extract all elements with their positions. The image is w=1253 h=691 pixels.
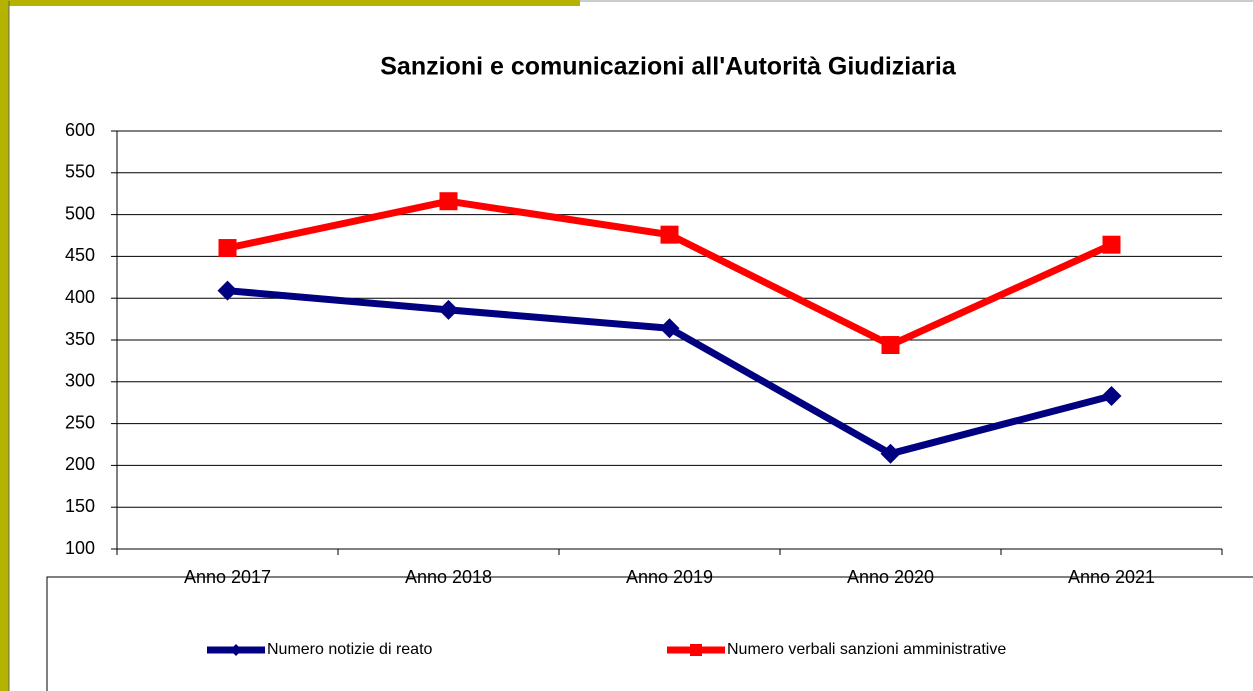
marker <box>880 443 901 464</box>
legend-box <box>46 576 1253 691</box>
marker <box>659 318 680 339</box>
marker <box>660 225 679 244</box>
y-tick-label: 450 <box>65 245 95 265</box>
y-tick-label: 250 <box>65 412 95 432</box>
marker <box>218 239 237 258</box>
x-tick-label: Anno 2021 <box>1068 567 1155 587</box>
legend-marker <box>690 644 702 656</box>
y-tick-label: 400 <box>65 287 95 307</box>
y-tick-label: 100 <box>65 538 95 558</box>
y-tick-label: 500 <box>65 203 95 223</box>
legend-label: Numero notizie di reato <box>267 641 433 658</box>
legend-marker <box>230 644 242 656</box>
marker <box>881 336 900 355</box>
left-accent <box>0 0 9 691</box>
legend-label: Numero verbali sanzioni amministrative <box>727 641 1006 658</box>
x-tick-label: Anno 2018 <box>405 567 492 587</box>
x-tick-label: Anno 2019 <box>626 567 713 587</box>
marker <box>1101 386 1122 407</box>
marker <box>439 192 458 211</box>
y-tick-label: 300 <box>65 371 95 391</box>
y-tick-label: 150 <box>65 496 95 516</box>
marker <box>1102 235 1121 254</box>
chart-title: Sanzioni e comunicazioni all'Autorità Gi… <box>380 53 957 81</box>
x-tick-label: Anno 2017 <box>184 567 271 587</box>
top-accent <box>0 0 580 6</box>
x-tick-label: Anno 2020 <box>847 567 934 587</box>
y-tick-label: 550 <box>65 162 95 182</box>
marker <box>217 280 238 301</box>
y-tick-label: 600 <box>65 120 95 140</box>
y-tick-label: 200 <box>65 454 95 474</box>
y-tick-label: 350 <box>65 329 95 349</box>
marker <box>438 299 459 320</box>
